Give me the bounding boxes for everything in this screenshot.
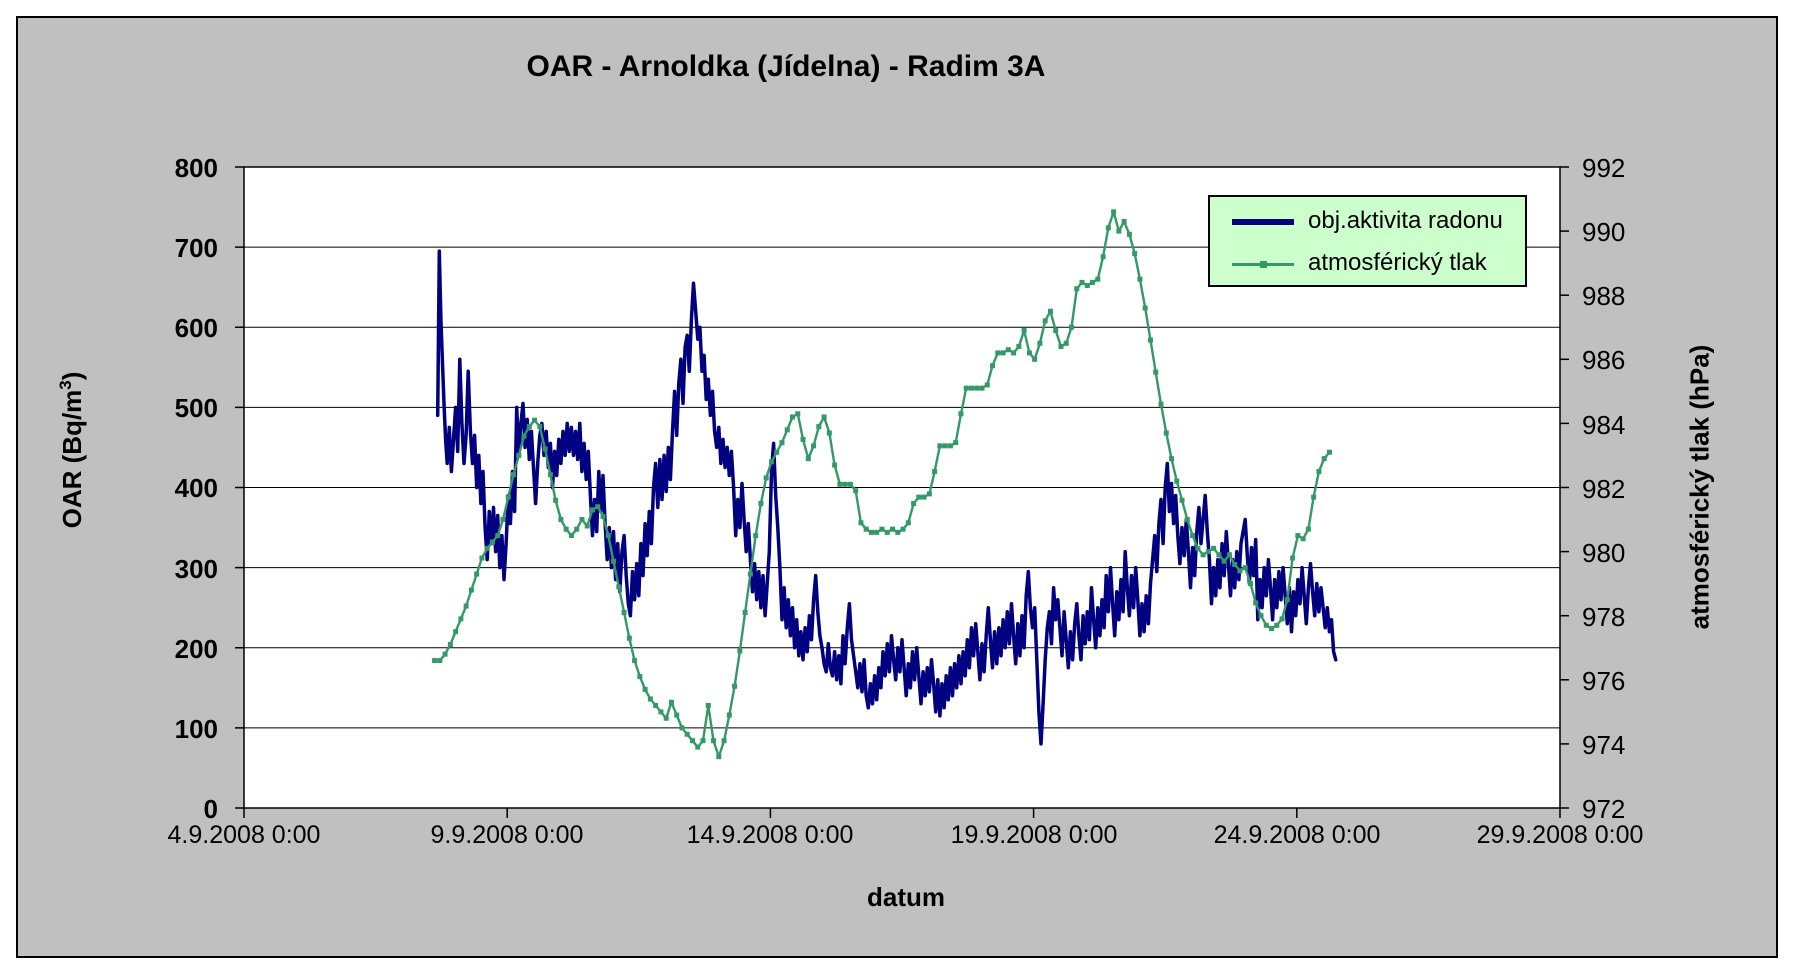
right-axis-tick-992: 992	[1582, 153, 1626, 183]
right-axis-title: atmosférický tlak (hPa)	[1684, 344, 1715, 630]
left-axis-tick-600: 600	[174, 313, 218, 343]
left-axis-title-close: )	[56, 371, 87, 381]
right-axis-tick-972: 972	[1582, 794, 1626, 824]
right-axis-tick-990: 990	[1582, 217, 1626, 247]
x-axis-tick-3: 14.9.2008 0:00	[686, 821, 854, 849]
left-axis-title-superscript: 3	[56, 380, 76, 390]
x-axis-tick-5: 24.9.2008 0:00	[1213, 821, 1381, 849]
right-axis-tick-984: 984	[1582, 410, 1626, 440]
left-axis-tick-700: 700	[174, 233, 218, 263]
left-axis-tick-500: 500	[174, 393, 218, 423]
legend-item-radon: obj.aktivita radonu	[1210, 199, 1525, 245]
radon-line-icon	[1232, 219, 1294, 225]
left-axis-tick-200: 200	[174, 634, 218, 664]
x-axis-tick-6: 29.9.2008 0:00	[1476, 821, 1644, 849]
legend-item-pressure: atmosférický tlak	[1210, 241, 1525, 287]
x-axis-tick-1: 4.9.2008 0:00	[167, 821, 321, 849]
left-axis-tick-0: 0	[203, 794, 218, 824]
left-axis-tick-100: 100	[174, 714, 218, 744]
right-axis-tick-986: 986	[1582, 345, 1626, 375]
right-axis-tick-982: 982	[1582, 474, 1626, 504]
left-axis-title-text: OAR (Bq/m	[56, 389, 87, 529]
left-axis-title: OAR (Bq/m3)	[56, 372, 88, 529]
x-axis-title: datum	[867, 882, 945, 912]
pressure-marker-icon	[1260, 261, 1267, 268]
right-axis-tick-976: 976	[1582, 666, 1626, 696]
right-axis-tick-988: 988	[1582, 281, 1626, 311]
x-axis-tick-2: 9.9.2008 0:00	[430, 821, 584, 849]
right-axis-tick-974: 974	[1582, 730, 1626, 760]
legend-label-pressure: atmosférický tlak	[1308, 248, 1487, 276]
legend: obj.aktivita radonu atmosférický tlak	[1208, 195, 1527, 287]
x-axis-tick-4: 19.9.2008 0:00	[950, 821, 1118, 849]
chart-title: OAR - Arnoldka (Jídelna) - Radim 3A	[526, 50, 1046, 83]
left-axis-tick-800: 800	[174, 153, 218, 183]
right-axis-tick-978: 978	[1582, 602, 1626, 632]
left-axis-tick-300: 300	[174, 554, 218, 584]
left-axis-tick-400: 400	[174, 473, 218, 503]
right-axis-tick-980: 980	[1582, 538, 1626, 568]
legend-label-radon: obj.aktivita radonu	[1308, 206, 1503, 234]
